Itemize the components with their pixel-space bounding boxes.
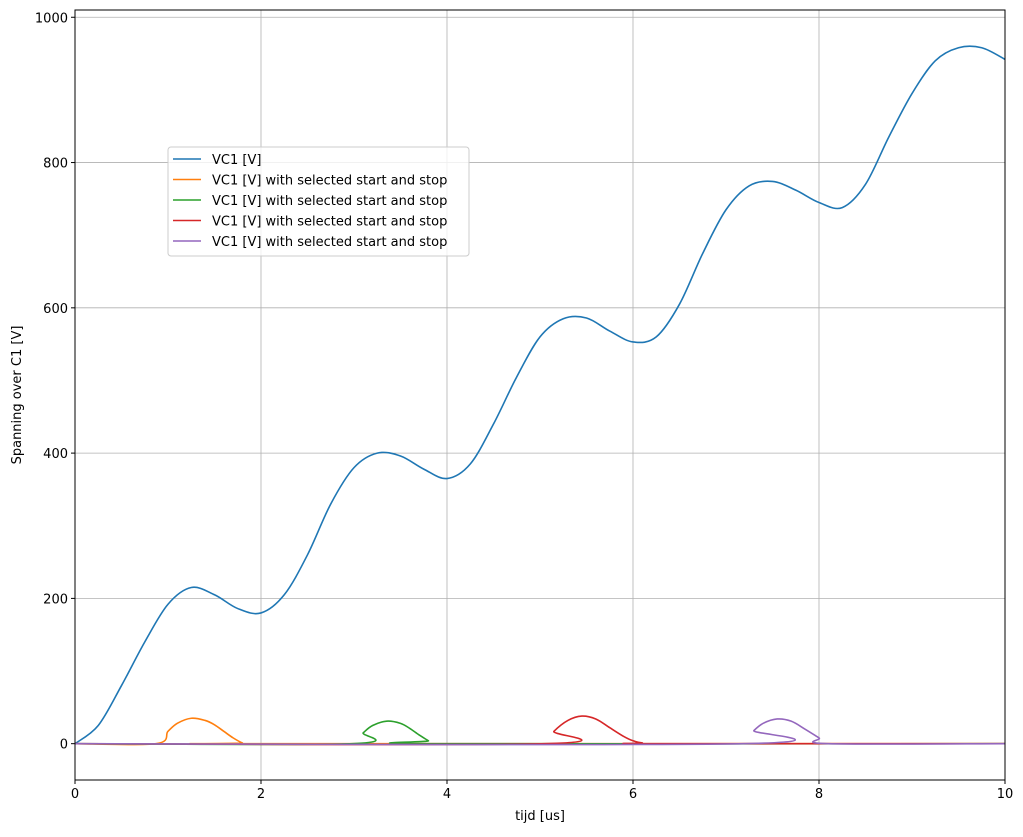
series-line-4 [74, 718, 1006, 746]
legend-label: VC1 [V] with selected start and stop [212, 194, 447, 209]
x-tick-label: 4 [443, 787, 451, 802]
grid [74, 10, 1006, 780]
y-tick-label: 1000 [35, 11, 68, 26]
legend-label: VC1 [V] with selected start and stop [212, 174, 447, 189]
series-line-0 [74, 45, 1006, 745]
series-line-1 [74, 717, 1006, 746]
y-tick-label: 800 [43, 157, 68, 172]
x-tick-label: 2 [257, 787, 265, 802]
series-lines [74, 45, 1006, 746]
legend-label: VC1 [V] with selected start and stop [212, 235, 447, 250]
y-tick-label: 400 [43, 447, 68, 462]
y-tick-label: 0 [60, 738, 68, 753]
legend-box [167, 146, 470, 257]
y-axis-label: Spanning over C1 [V] [10, 326, 25, 465]
x-tick-label: 10 [997, 787, 1014, 802]
y-tick-label: 600 [43, 302, 68, 317]
x-axis-label: tijd [us] [515, 809, 565, 824]
legend: VC1 [V] VC1 [V] with selected start and s… [167, 146, 470, 257]
x-tick-label: 0 [71, 787, 79, 802]
axis-ticks: 0 2 4 6 8 10 0 200 400 600 800 1000 [35, 11, 1013, 802]
y-tick-label: 200 [43, 592, 68, 607]
legend-label: VC1 [V] with selected start and stop [212, 215, 447, 230]
legend-label: VC1 [V] [212, 153, 261, 168]
series-line-3 [74, 715, 1006, 746]
x-tick-label: 6 [629, 787, 637, 802]
x-tick-label: 8 [815, 787, 823, 802]
plot-frame [74, 9, 1006, 781]
